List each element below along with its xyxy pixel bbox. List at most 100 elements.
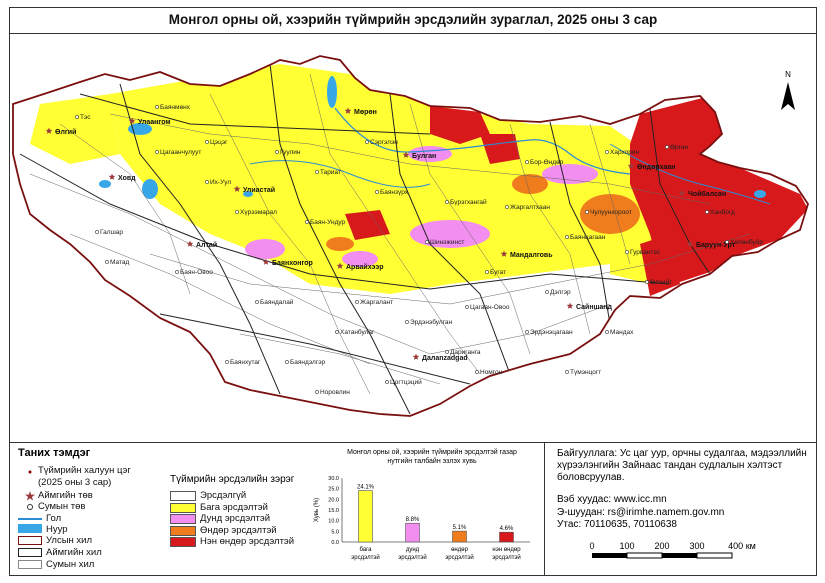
soum-center-dot — [155, 105, 159, 109]
soum-center-dot — [315, 170, 319, 174]
soum-center-dot — [505, 205, 509, 209]
soum-center-dot — [175, 270, 179, 274]
aimag-center-label: Баруун-Урт — [696, 242, 736, 249]
bar — [452, 530, 467, 543]
legend-river-label: Гол — [46, 513, 62, 524]
soum-center-dot — [315, 390, 319, 394]
map-area[interactable]: N Улаангом Өлгий Ховд Улиастай Алтай Арвайхээ… — [9, 33, 817, 443]
soum-center-label: Гуулин — [280, 149, 301, 156]
soum-center-dot — [605, 330, 609, 334]
soum-center-label: Өргөн — [670, 144, 689, 151]
legend-aimag-border-label: Аймгийн хил — [46, 547, 102, 558]
aimag-center-label: Улаангом — [138, 119, 171, 126]
contact-info: Вэб хуудас: www.icc.mn Э-шуудан: rs@irim… — [557, 494, 724, 532]
x-tick-label: өндөр — [451, 547, 468, 553]
y-tick-label: 20.0 — [328, 497, 339, 503]
medium-risk-zone — [410, 220, 490, 248]
risk-legend-title: Түймрийн эрсдэлийн зэрэг — [170, 474, 295, 485]
soum-center-dot — [405, 320, 409, 324]
soum-center-dot — [375, 190, 379, 194]
soum-center-label: Бор-Өндөр — [530, 159, 564, 166]
risk-label: Бага эрсдэлтэй — [200, 501, 268, 513]
soum-center-dot — [365, 140, 369, 144]
risk-area-bar-chart: 0.0 5.0 10.0 15.0 20.0 25.0 30.0 Хувь (%) 24.1% б… — [314, 476, 530, 561]
scale-tick-label: 100 — [619, 541, 634, 551]
soum-center-label: Баяндалай — [260, 298, 294, 306]
soum-center-label: Цагаан-Овоо — [470, 304, 510, 311]
aimag-center-star-icon — [128, 117, 136, 124]
legend-soum-border-label: Сумын хил — [46, 559, 95, 570]
soum-center-label: Баянзүрх — [380, 189, 409, 196]
aimag-center-star-icon — [344, 107, 352, 114]
soum-center-dot — [725, 240, 729, 244]
aimag-center-label: Булган — [412, 153, 436, 160]
map-title: Монгол орны ой, хээрийн түймрийн эрсдэли… — [168, 12, 658, 27]
aimag-center-star-icon — [678, 189, 686, 196]
aimag-center-star-icon — [686, 240, 694, 247]
soum-center-label: Номгон — [480, 369, 503, 376]
x-tick-label: эрсдэлтэй — [351, 554, 380, 561]
mongolia-map[interactable]: N Улаангом Өлгий Ховд Улиастай Алтай Арвайхээ… — [10, 34, 817, 443]
national-border-icon — [18, 536, 42, 545]
soum-center-label: Шинэжинст — [430, 239, 464, 246]
soum-center-dot — [475, 370, 479, 374]
soum-center-label: Жаргалант — [360, 299, 393, 306]
high-risk-zone — [580, 194, 640, 234]
aimag-center-star-icon — [402, 151, 410, 158]
soum-center-label: Бугат — [490, 269, 506, 276]
soum-center-dot — [485, 270, 489, 274]
soum-center-dot — [445, 200, 449, 204]
aimag-center-star-icon — [233, 185, 241, 192]
aimag-center-star-icon — [108, 173, 116, 180]
soum-center-dot — [425, 240, 429, 244]
soum-center-label: Баян-Овоо — [180, 269, 213, 276]
aimag-center-star-icon — [262, 258, 270, 265]
risk-label: Дунд эрсдэлтэй — [200, 513, 271, 524]
soum-center-label: Дариганга — [450, 349, 481, 356]
aimag-center-label: Баянхонгор — [272, 260, 313, 267]
y-axis-label: Хувь (%) — [314, 498, 320, 522]
soum-center-dot — [565, 370, 569, 374]
y-tick-label: 30.0 — [328, 476, 339, 482]
risk-swatch — [170, 502, 196, 513]
soum-center-label: Баяндэлгэр — [290, 359, 326, 366]
soum-center-dot — [705, 210, 709, 214]
soum-center-label: Баянцагаан — [570, 234, 606, 241]
risk-label: Нэн өндөр эрсдэлтэй — [200, 536, 295, 547]
risk-swatch — [170, 525, 196, 536]
y-tick-label: 5.0 — [331, 529, 339, 535]
aimag-center-star-icon — [336, 262, 344, 269]
soum-center-dot — [465, 305, 469, 309]
soum-center-dot — [525, 160, 529, 164]
legend-lake-label: Нуур — [46, 524, 68, 535]
bar — [405, 522, 420, 543]
soum-center-dot — [545, 290, 549, 294]
soum-center-label: Хатанбулаг — [340, 328, 375, 336]
lake-icon — [18, 524, 42, 533]
soum-center-dot — [275, 150, 279, 154]
soum-center-dot — [605, 150, 609, 154]
soum-center-dot — [445, 350, 449, 354]
soum-center-dot — [585, 210, 589, 214]
soum-center-label: Чулуунхороот — [590, 209, 632, 216]
soum-center-label: Эрдэнэцагаан — [530, 329, 573, 336]
soum-center-label: Бүрэгхангай — [450, 198, 487, 206]
organization-credit: Байгууллага: Ус цаг уур, орчны судалгаа,… — [557, 448, 807, 483]
soum-center-label: Баянхутаг — [230, 359, 261, 366]
soum-center-label: Гурвантэс — [630, 249, 661, 256]
aimag-center-labels: Улаангом Өлгий Ховд Улиастай Алтай Арвайхээр Д… — [45, 107, 736, 362]
soum-center-label: Цогтцэций — [390, 378, 422, 386]
soum-center-dot — [155, 150, 159, 154]
soum-center-dot — [525, 330, 529, 334]
aimag-center-star-icon — [627, 162, 635, 169]
star-icon — [25, 491, 35, 501]
soum-center-label: Мандах — [610, 329, 634, 336]
soum-borders — [29, 73, 751, 395]
aimag-center-label: Мандалговь — [510, 252, 553, 259]
legend-soum-center-label: Сумын төв — [38, 501, 86, 512]
soum-center-dot — [235, 210, 239, 214]
legend-title: Таних тэмдэг — [18, 447, 91, 459]
scale-tick-label: 200 — [654, 541, 669, 551]
aimag-center-star-icon — [186, 240, 194, 247]
x-tick-label: эрсдэлтэй — [398, 554, 427, 561]
